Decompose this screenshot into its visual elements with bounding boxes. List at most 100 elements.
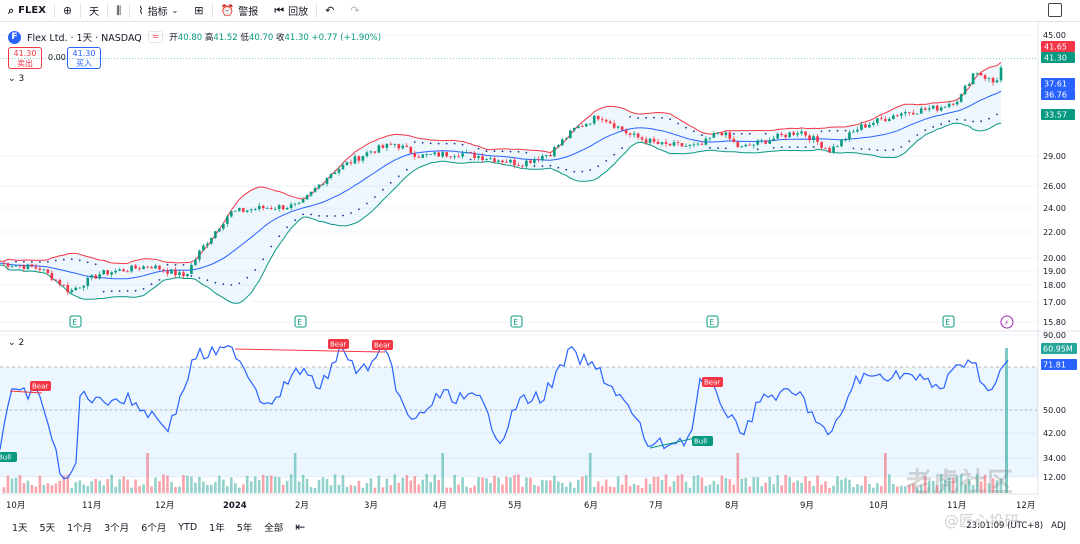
- candle-body: [70, 290, 74, 293]
- candle-body: [34, 266, 38, 269]
- sar-dot: [78, 259, 81, 262]
- price-pane-collapse[interactable]: ⌄ 3: [8, 74, 24, 84]
- volume-bar: [923, 476, 927, 493]
- candle-body: [680, 143, 684, 147]
- volume-bar: [34, 486, 38, 493]
- candle-body: [752, 144, 756, 146]
- candle-body: [361, 156, 365, 161]
- compare-button[interactable]: ⊕: [55, 0, 80, 22]
- candle-body: [784, 134, 787, 138]
- sar-dot: [23, 260, 25, 263]
- candle-body: [281, 205, 285, 210]
- symbol-search[interactable]: ⌕ FLEX: [0, 0, 54, 22]
- rsi-line: [0, 343, 1009, 480]
- candle-body: [923, 108, 927, 110]
- divider: [53, 3, 55, 18]
- candle-body: [604, 119, 608, 122]
- volume-bar: [636, 485, 640, 493]
- fullscreen-icon[interactable]: [1048, 3, 1062, 17]
- volume-bar: [102, 485, 105, 493]
- candle-body: [305, 195, 309, 200]
- candle-body: [485, 159, 488, 160]
- candle-body: [373, 151, 377, 153]
- volume-bar: [943, 479, 947, 493]
- sar-dot: [677, 122, 679, 125]
- sar-dot: [693, 130, 695, 133]
- chart-type-button[interactable]: ⫼: [108, 0, 129, 22]
- range-5y[interactable]: 5年: [236, 523, 253, 534]
- sar-dot: [358, 208, 360, 211]
- compare-badge[interactable]: =: [147, 31, 164, 43]
- alert-button[interactable]: ⏰ 警报: [213, 0, 267, 22]
- volume-bar: [90, 481, 94, 493]
- volume-bar: [680, 474, 684, 493]
- volume-bar: [309, 486, 313, 493]
- signal-label-bull: Bull: [0, 454, 11, 462]
- candles-icon: ⫼: [116, 3, 122, 17]
- sar-dot: [190, 275, 193, 277]
- redo-button[interactable]: ↷: [342, 0, 367, 22]
- calendar-range-icon[interactable]: ⇤: [295, 520, 306, 534]
- sar-dot: [389, 182, 392, 184]
- candle-body: [576, 126, 580, 129]
- layout-button[interactable]: ⊞: [186, 0, 211, 22]
- sar-dot: [509, 150, 512, 153]
- divider: [211, 3, 213, 18]
- candle-body: [716, 132, 720, 134]
- candle-body: [265, 208, 269, 209]
- range-3m[interactable]: 3个月: [104, 523, 130, 534]
- volume-bar: [995, 480, 999, 493]
- sar-dot: [182, 264, 185, 266]
- candle-body: [828, 148, 831, 153]
- chart-canvas[interactable]: 45.0029.0026.0024.0022.0020.0019.0018.00…: [0, 22, 1080, 516]
- indicators-button[interactable]: ⌇ 指标 ⌄: [130, 0, 186, 22]
- volume-bar: [281, 484, 285, 493]
- volume-bar: [333, 474, 337, 493]
- candle-body: [951, 103, 955, 105]
- signal-label-bear: Bear: [32, 383, 48, 391]
- candle-body: [210, 237, 213, 244]
- earnings-marker-label: E: [513, 318, 518, 327]
- buy-button[interactable]: 41.30 买入: [67, 47, 101, 69]
- volume-bar: [700, 477, 704, 493]
- range-1y[interactable]: 1年: [209, 523, 225, 534]
- candle-body: [636, 133, 640, 138]
- sar-dot: [134, 289, 137, 292]
- undo-button[interactable]: ↶: [317, 0, 342, 22]
- candle-body: [473, 152, 476, 159]
- adj-toggle[interactable]: ADJ: [1051, 521, 1066, 531]
- volume-bar: [644, 478, 648, 493]
- candle-body: [756, 140, 760, 145]
- candle-body: [628, 133, 632, 135]
- range-1m[interactable]: 1个月: [67, 523, 93, 534]
- volume-bar: [840, 479, 843, 493]
- candle-body: [596, 115, 600, 120]
- rsi-pane-collapse[interactable]: ⌄ 2: [8, 338, 24, 348]
- range-6m[interactable]: 6个月: [141, 523, 167, 534]
- candle-body: [764, 140, 768, 144]
- sar-dot: [94, 263, 97, 266]
- volume-bar: [325, 479, 329, 493]
- volume-bar: [896, 486, 899, 493]
- replay-button[interactable]: ⏮ 回放: [266, 0, 316, 22]
- sar-dot: [549, 164, 552, 167]
- volume-bar: [772, 484, 775, 493]
- volume-bar: [214, 482, 217, 493]
- volume-bar: [501, 484, 504, 493]
- range-5d[interactable]: 5天: [39, 523, 56, 534]
- volume-bar: [38, 475, 42, 493]
- range-ytd[interactable]: YTD: [178, 521, 198, 533]
- range-1d[interactable]: 1天: [12, 523, 28, 534]
- range-all[interactable]: 全部: [264, 523, 284, 534]
- interval-button[interactable]: 天: [81, 0, 107, 22]
- candle-body: [553, 147, 556, 157]
- signal-label-bear: Bear: [374, 342, 390, 350]
- volume-bar: [373, 487, 377, 493]
- sell-button[interactable]: 41.30 卖出: [8, 47, 42, 69]
- candle-body: [206, 243, 209, 246]
- bull-divergence-line: [649, 437, 696, 449]
- volume-bar: [477, 477, 480, 493]
- candle-body: [967, 84, 971, 86]
- rsi-tick-label: 50.00: [1043, 406, 1066, 415]
- candle-body: [987, 78, 991, 79]
